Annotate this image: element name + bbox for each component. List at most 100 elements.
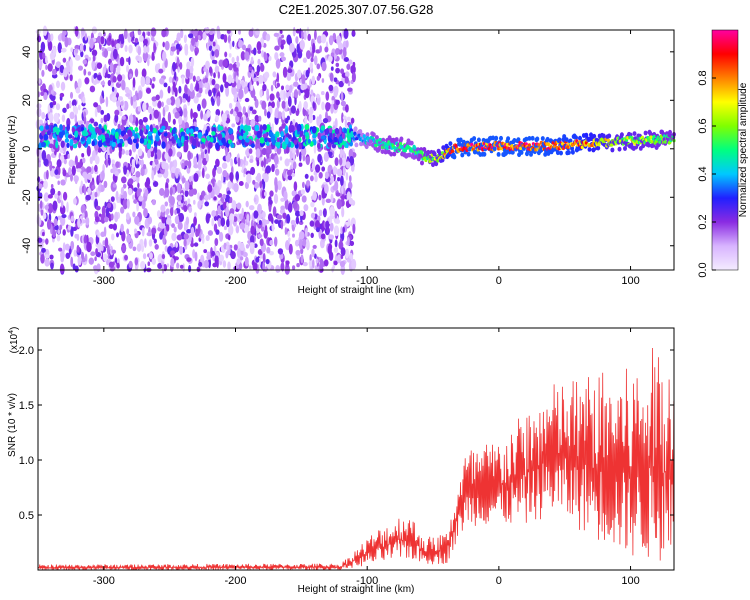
noise-speckle [170,250,176,256]
noise-speckle [161,28,167,38]
noise-speckle [47,32,51,43]
y-tick-label: 1.0 [19,455,34,467]
noise-speckle [328,55,333,63]
noise-speckle [242,251,248,258]
noise-speckle [309,175,314,182]
noise-speckle [281,56,287,62]
noise-speckle [193,163,199,169]
noise-speckle [197,35,201,40]
noise-speckle [194,51,198,56]
trace-halo [506,136,511,142]
noise-speckle [229,196,233,204]
trace-point [534,147,538,152]
noise-speckle [153,109,160,119]
noise-speckle [227,74,233,84]
noise-speckle [346,258,352,263]
noise-speckle [125,64,130,73]
noise-speckle [41,150,47,161]
noise-speckle [151,199,157,206]
noise-speckle [174,111,180,119]
noise-speckle [52,100,57,106]
noise-speckle [308,112,314,124]
band-speckle [217,133,223,141]
noise-speckle [156,149,162,160]
y-tick-label: 0.5 [19,510,34,522]
noise-speckle [248,265,252,270]
noise-speckle [229,41,232,50]
noise-speckle [151,258,157,265]
noise-speckle [259,180,263,189]
noise-speckle [233,244,238,251]
noise-speckle [268,55,272,62]
noise-speckle [256,172,262,183]
noise-speckle [159,77,165,85]
trace-point [399,142,403,146]
noise-speckle [334,239,338,248]
noise-speckle [248,29,254,38]
noise-speckle [289,150,293,160]
band-speckle [67,134,73,139]
noise-speckle [121,79,126,91]
noise-speckle [243,86,249,94]
noise-speckle [142,164,147,170]
band-speckle [116,138,120,145]
noise-speckle [296,43,300,54]
noise-speckle [133,199,138,204]
noise-speckle [293,81,299,87]
noise-speckle [301,29,304,40]
noise-speckle [45,55,48,64]
noise-speckle [243,114,247,125]
noise-speckle [227,234,231,241]
noise-speckle [315,227,320,233]
noise-speckle [160,222,166,229]
trace-point [580,145,585,150]
band-speckle [62,124,66,132]
trace-halo [574,135,578,141]
band-speckle [206,125,210,132]
noise-speckle [249,158,254,164]
trace-halo [491,135,496,141]
noise-speckle [201,98,207,109]
noise-speckle [285,84,290,91]
noise-speckle [55,103,61,111]
noise-speckle [97,242,102,252]
trace-halo [646,142,651,148]
noise-speckle [298,220,304,226]
noise-speckle [298,238,303,250]
noise-speckle [330,52,335,57]
noise-speckle [341,185,344,195]
band-speckle [298,137,302,143]
x-tick-label: -100 [356,275,378,287]
noise-speckle [309,106,314,115]
noise-speckle [261,147,268,156]
noise-speckle [219,84,224,93]
band-speckle [101,134,106,142]
noise-speckle [40,41,46,53]
spectrogram-y-ticks: -40 -20 0 20 40 [21,46,674,254]
band-speckle [147,130,153,137]
trace-halo [476,137,481,143]
trace-point [384,142,388,146]
noise-speckle [266,246,271,254]
noise-speckle [280,219,284,230]
noise-speckle [179,245,184,255]
noise-speckle [102,66,106,78]
noise-speckle [89,156,93,165]
trace-halo [524,136,529,142]
y-tick-label: -40 [21,238,33,254]
noise-speckle [340,100,347,107]
trace-point [374,143,378,148]
noise-speckle [94,256,97,262]
noise-speckle [105,96,109,108]
noise-speckle [310,232,314,239]
noise-speckle [82,59,87,65]
trace-halo [434,161,439,167]
noise-speckle [200,150,205,160]
noise-speckle [269,251,274,256]
noise-speckle [197,192,200,200]
noise-speckle [47,203,54,214]
noise-speckle [91,165,94,175]
noise-speckle [295,36,299,44]
noise-speckle [142,253,147,260]
